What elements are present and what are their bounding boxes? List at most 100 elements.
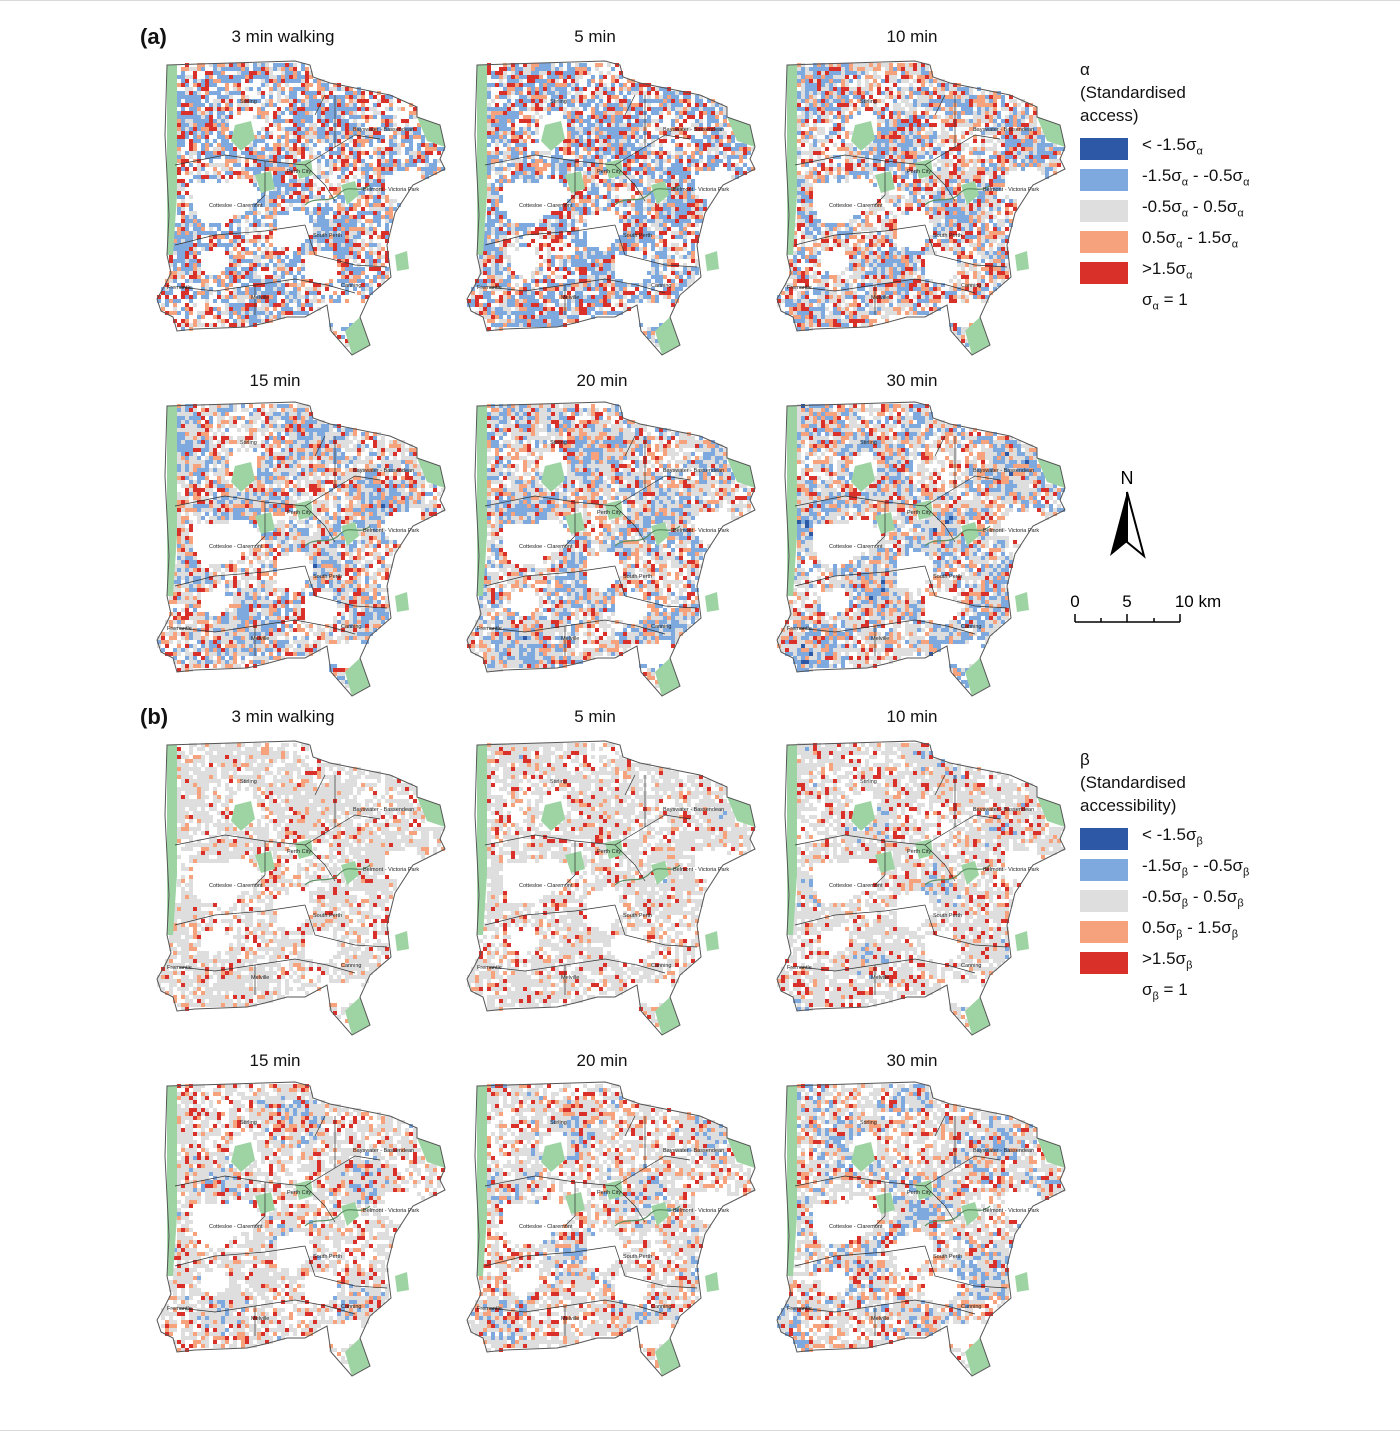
place-label: Cottesloe - Claremont <box>519 203 573 209</box>
place-label: Stirling <box>860 1120 877 1126</box>
district-boundary <box>794 1245 926 1267</box>
district-boundary <box>304 904 388 948</box>
place-label: Perth City <box>287 1190 311 1196</box>
legend-row: >1.5σα <box>1080 257 1249 288</box>
park-area <box>961 181 979 205</box>
place-label: Cottesloe - Claremont <box>209 1224 263 1230</box>
place-label: Perth City <box>597 169 621 175</box>
legend-row: -0.5σα - 0.5σα <box>1080 195 1249 226</box>
district-boundary <box>794 565 926 587</box>
district-boundary <box>304 1185 336 1223</box>
district-boundary <box>614 565 698 609</box>
map-svg: Stirling Bayswater - Bassendean Perth City… <box>156 1081 446 1377</box>
accessibility-cells <box>777 743 1065 1027</box>
park-area <box>605 159 623 179</box>
park-area <box>705 251 719 271</box>
park-area <box>295 1180 313 1200</box>
river <box>614 184 681 206</box>
district-boundary <box>924 224 1008 268</box>
place-label: Canning <box>651 624 672 630</box>
place-label: Cottesloe - Claremont <box>829 203 883 209</box>
park-area <box>655 1338 680 1376</box>
place-label: Belmont - Victoria Park <box>983 187 1039 193</box>
park-area <box>655 317 680 355</box>
place-label: Stirling <box>240 440 257 446</box>
place-label: Bayswater - Bassendean <box>353 468 414 474</box>
district-boundary <box>174 904 306 926</box>
map-svg: Stirling Bayswater - Bassendean Perth City… <box>466 401 756 697</box>
district-boundary <box>924 565 1008 609</box>
legend-title-line: α <box>1080 58 1249 81</box>
park-area <box>705 1272 719 1292</box>
place-label: South Perth <box>623 574 652 580</box>
place-label: Stirling <box>550 440 567 446</box>
map-b-30min: Stirling Bayswater - Bassendean Perth City… <box>775 1076 1075 1386</box>
place-label: Fremantle <box>477 1306 502 1312</box>
park-area <box>605 1180 623 1200</box>
district-boundary <box>624 94 636 116</box>
district-boundary <box>934 435 946 457</box>
place-label: Canning <box>651 1304 672 1310</box>
map-svg: Stirling Bayswater - Bassendean Perth City… <box>156 60 446 356</box>
legend-label: 0.5σβ - 1.5σβ <box>1142 916 1238 946</box>
district-boundary <box>178 958 356 974</box>
map-b-20min: Stirling Bayswater - Bassendean Perth City… <box>465 1076 765 1386</box>
place-label: Fremantle <box>167 626 192 632</box>
map-title-b-3min: 3 min walking <box>153 707 413 727</box>
district-boundary <box>304 224 388 268</box>
district-boundary <box>614 844 646 882</box>
place-label: South Perth <box>313 1254 342 1260</box>
park-area <box>167 1086 177 1276</box>
park-area <box>477 1086 487 1276</box>
river <box>924 184 991 206</box>
park-area <box>395 592 409 612</box>
park-area <box>787 745 797 935</box>
legend-label: >1.5σα <box>1142 257 1192 287</box>
legend-swatch <box>1080 230 1128 253</box>
legend-row: < -1.5σβ <box>1080 823 1249 854</box>
map-svg: Stirling Bayswater - Bassendean Perth City… <box>776 401 1066 697</box>
map-a-3min: Stirling Bayswater - Bassendean Perth City… <box>155 55 455 365</box>
district-boundary <box>624 1115 636 1137</box>
legend-alpha: α (Standardised access) < -1.5σα -1.5σα - -0… <box>1080 58 1249 318</box>
place-label: Canning <box>961 624 982 630</box>
place-label: Belmont - Victoria Park <box>363 528 419 534</box>
park-area <box>167 406 177 596</box>
map-title-a-20min: 20 min <box>472 371 732 391</box>
district-boundary <box>934 1115 946 1137</box>
map-a-15min: Stirling Bayswater - Bassendean Perth City… <box>155 396 455 706</box>
place-label: Fremantle <box>787 285 812 291</box>
legend-row: 0.5σα - 1.5σα <box>1080 226 1249 257</box>
park-area <box>961 1202 979 1226</box>
map-title-a-3min: 3 min walking <box>153 27 413 47</box>
place-label: Fremantle <box>167 965 192 971</box>
place-label: Stirling <box>550 779 567 785</box>
park-area <box>851 121 875 151</box>
map-a-30min: Stirling Bayswater - Bassendean Perth City… <box>775 396 1075 706</box>
place-label: Stirling <box>550 1120 567 1126</box>
district-boundary <box>484 565 616 587</box>
river <box>304 184 371 206</box>
place-label: Melville <box>561 295 579 301</box>
river <box>304 1205 371 1227</box>
park-area <box>541 1142 565 1172</box>
place-label: Stirling <box>860 440 877 446</box>
legend-sigma-note: σα = 1 <box>1142 288 1249 318</box>
district-boundary <box>614 904 698 948</box>
park-area <box>231 121 255 151</box>
district-boundary <box>924 164 956 202</box>
district-boundary <box>564 161 576 206</box>
district-boundary <box>488 619 666 635</box>
district-boundary <box>794 224 926 246</box>
legend-swatch <box>1080 827 1128 850</box>
district-boundary <box>314 774 326 796</box>
place-label: Cottesloe - Claremont <box>209 203 263 209</box>
park-area <box>231 1142 255 1172</box>
place-label: Melville <box>871 636 889 642</box>
place-label: South Perth <box>623 233 652 239</box>
district-boundary <box>314 1115 326 1137</box>
place-label: Bayswater - Bassendean <box>663 468 724 474</box>
district-boundary <box>794 904 926 926</box>
district-boundary <box>178 278 356 294</box>
park-area <box>395 1272 409 1292</box>
